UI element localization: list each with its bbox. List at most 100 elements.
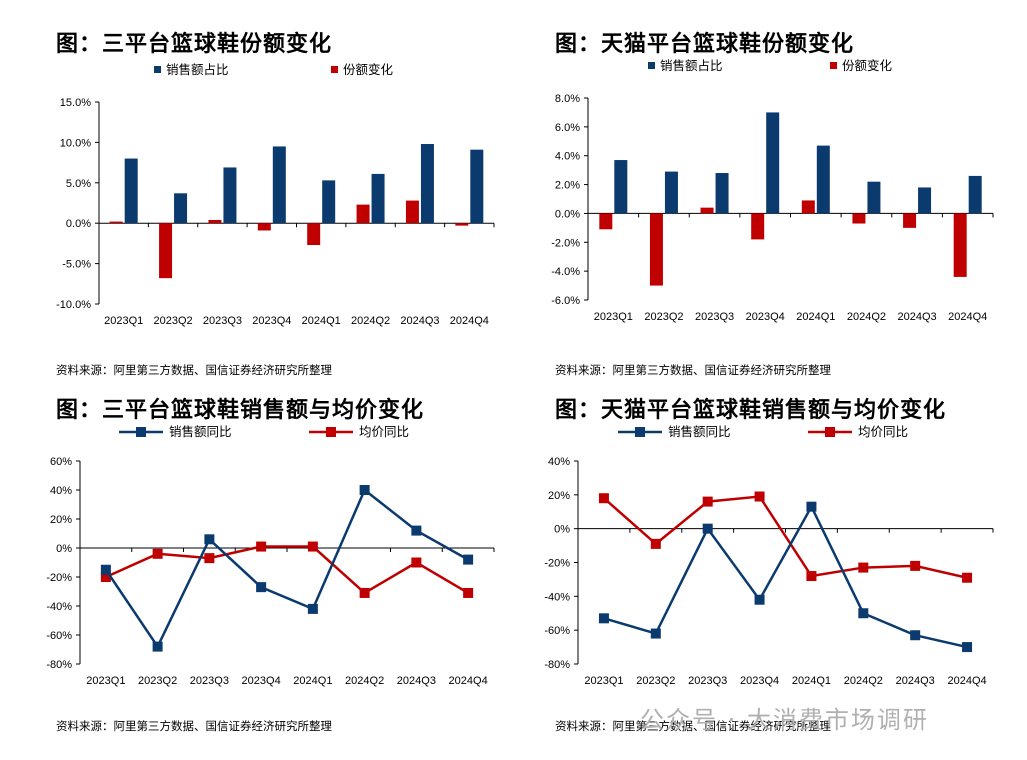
bar-change-2023Q1 [599, 213, 613, 230]
legend-marker [635, 427, 645, 437]
x-tick-label: 2023Q2 [644, 311, 683, 323]
bar-share-2023Q3 [715, 173, 729, 214]
bar-change-2024Q4 [953, 213, 967, 277]
x-tick-label: 2024Q2 [351, 315, 390, 327]
x-tick-label: 2023Q4 [242, 675, 281, 687]
bar-change-2024Q4 [455, 223, 469, 226]
y-tick-label: 60% [50, 456, 72, 468]
bar-change-2024Q3 [405, 200, 419, 224]
point-price-2024Q1 [806, 571, 817, 582]
chart-title: 图：天猫平台篮球鞋销售额与均价变化 [555, 398, 947, 423]
x-tick-label: 2023Q1 [86, 675, 125, 687]
x-tick-label: 2024Q1 [796, 311, 835, 323]
point-price-2024Q3 [910, 560, 921, 571]
bar-share-2023Q1 [614, 160, 628, 214]
line-chart-3: 60% 40% 20% 0% -20% -40% -60% -80% 2023Q1 2023Q2 2… [46, 424, 495, 687]
legend-swatch [830, 62, 837, 69]
y-tick-label: 15.0% [60, 97, 91, 109]
line-chart-4: 40% 20% 0% -20% -40% -60% -80% 2023Q1 2023Q2 2023… [544, 424, 994, 687]
point-price-2023Q1 [598, 493, 609, 504]
legend-swatch [331, 66, 338, 73]
point-sales-2023Q1 [100, 564, 111, 575]
point-sales-2024Q1 [307, 603, 318, 614]
point-price-2024Q4 [962, 572, 973, 583]
x-tick-label: 2024Q1 [302, 315, 341, 327]
bar-change-2024Q2 [356, 204, 370, 224]
bar-change-2024Q3 [903, 213, 917, 228]
x-tick-label: 2024Q4 [449, 675, 488, 687]
y-tick-label: -20% [46, 572, 72, 584]
x-tick-label: 2023Q2 [138, 675, 177, 687]
y-tick-label: 20% [548, 490, 570, 502]
bar-share-2023Q4 [272, 146, 286, 224]
y-tick-label: 4.0% [555, 151, 580, 163]
x-tick-label: 2023Q3 [190, 675, 229, 687]
y-tick-label: -10.0% [56, 299, 91, 311]
point-price-2024Q4 [463, 587, 474, 598]
y-tick-label: -60% [46, 630, 72, 642]
bar-share-2024Q1 [322, 180, 336, 224]
point-sales-2024Q3 [910, 630, 921, 641]
y-tick-label: 0% [56, 543, 72, 555]
point-price-2024Q1 [307, 541, 318, 552]
point-sales-2024Q2 [858, 608, 869, 619]
y-tick-label: 6.0% [555, 122, 580, 134]
legend-label: 销售额同比 [668, 424, 731, 439]
y-tick-label: -4.0% [551, 266, 580, 278]
y-tick-label: 8.0% [555, 93, 580, 105]
bar-chart-1: 15.0% 10.0% 5.0% 0.0% -5.0% -10.0% 2023Q1 2023Q… [56, 62, 495, 327]
point-sales-2024Q4 [463, 554, 474, 565]
point-sales-2023Q4 [256, 582, 267, 593]
bar-change-2023Q4 [257, 223, 271, 231]
y-tick-label: -2.0% [551, 237, 580, 249]
chart-panel-3: 图：三平台篮球鞋销售额与均价变化 60% 40% 20% 0% -20% -40% -60%… [44, 366, 544, 746]
bar-change-2023Q3 [208, 219, 222, 224]
point-sales-2023Q3 [702, 523, 713, 534]
bar-change-2023Q2 [159, 223, 173, 279]
bar-share-2023Q2 [174, 193, 188, 224]
x-tick-label: 2023Q1 [584, 675, 623, 687]
legend-marker [825, 427, 835, 437]
x-tick-label: 2024Q1 [293, 675, 332, 687]
point-price-2023Q2 [152, 548, 163, 559]
legend-swatch [648, 62, 655, 69]
bar-share-2024Q1 [816, 145, 830, 214]
legend-label: 均价同比 [359, 425, 409, 439]
chart-title: 图：天猫平台篮球鞋份额变化 [555, 32, 855, 57]
x-tick-label: 2023Q3 [688, 675, 727, 687]
bar-change-2024Q1 [801, 200, 815, 214]
x-tick-label: 2023Q3 [203, 315, 242, 327]
chart-panel-1: 图：三平台篮球鞋份额变化 15.0% 10.0% 5.0% 0.0% -5.0% -10.… [44, 0, 544, 380]
y-tick-label: -80% [46, 659, 72, 671]
point-sales-2023Q2 [650, 628, 661, 639]
y-tick-label: -40% [544, 591, 570, 603]
legend-swatch [154, 66, 161, 73]
point-sales-2024Q1 [806, 501, 817, 512]
bar-share-2024Q3 [918, 187, 932, 214]
line-price-yoy [105, 545, 469, 595]
y-tick-label: -80% [544, 659, 570, 671]
point-price-2023Q3 [204, 553, 215, 564]
point-price-2024Q2 [359, 587, 370, 598]
line-price-yoy [603, 495, 968, 579]
bar-share-2024Q4 [968, 175, 982, 214]
point-price-2023Q2 [650, 538, 661, 549]
x-tick-label: 2024Q3 [896, 675, 935, 687]
bar-share-2023Q2 [664, 171, 678, 214]
x-tick-label: 2023Q2 [153, 315, 192, 327]
point-sales-2024Q4 [962, 642, 973, 653]
legend-marker [136, 427, 146, 437]
bar-share-2024Q2 [371, 173, 385, 224]
x-tick-label: 2024Q4 [450, 315, 489, 327]
bar-change-2024Q1 [307, 223, 321, 246]
x-tick-label: 2023Q4 [740, 675, 779, 687]
y-tick-label: -6.0% [551, 295, 580, 307]
bar-share-2024Q4 [470, 149, 484, 224]
bar-change-2023Q3 [700, 207, 714, 214]
x-tick-label: 2023Q2 [636, 675, 675, 687]
y-tick-label: 0% [554, 524, 570, 536]
y-tick-label: 0.0% [66, 218, 91, 230]
x-tick-label: 2023Q4 [746, 311, 785, 323]
y-tick-label: 0.0% [555, 208, 580, 220]
bar-change-2024Q2 [852, 213, 866, 224]
